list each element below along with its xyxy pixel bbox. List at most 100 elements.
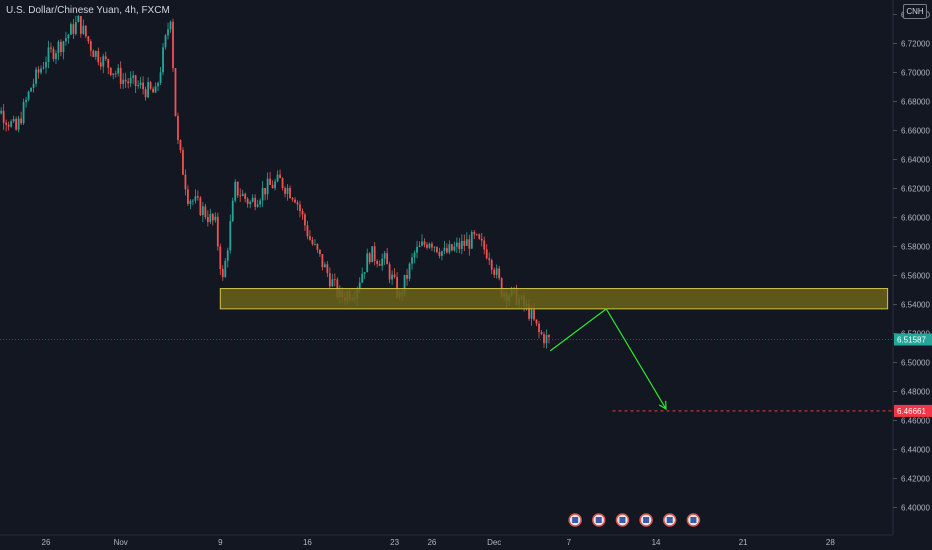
candle-body — [132, 75, 135, 78]
candle — [57, 39, 60, 61]
candle — [323, 262, 326, 268]
event-flag-icon[interactable] — [592, 513, 606, 527]
candle-body — [102, 56, 105, 67]
candle — [112, 73, 115, 80]
candle-body — [124, 79, 127, 82]
candle-body — [52, 48, 55, 60]
candle — [169, 20, 172, 33]
candle-body — [10, 121, 13, 127]
candle-body — [32, 83, 35, 88]
candle — [431, 241, 433, 251]
candle-body — [373, 246, 376, 261]
candle — [376, 259, 379, 268]
candle — [538, 321, 540, 339]
candle-body — [157, 82, 159, 87]
candle-body — [189, 200, 192, 204]
candle-body — [17, 118, 20, 130]
candle — [266, 172, 269, 200]
candle — [199, 196, 202, 217]
candle — [60, 39, 62, 57]
candle-body — [25, 99, 27, 103]
candle-body — [266, 178, 269, 195]
candle-body — [291, 198, 294, 200]
candle — [216, 212, 219, 251]
candle-body — [45, 61, 47, 68]
candle — [97, 47, 100, 66]
candle-body — [239, 195, 242, 197]
candle — [221, 265, 224, 281]
candle — [231, 197, 234, 222]
candle-body — [328, 273, 331, 287]
event-flag-icon[interactable] — [662, 513, 677, 527]
candle — [540, 329, 543, 336]
candle — [271, 180, 274, 189]
candle — [251, 194, 254, 203]
candle-body — [204, 206, 207, 218]
candle — [543, 331, 545, 348]
event-flag-body — [619, 517, 626, 523]
candle — [30, 87, 32, 92]
event-markers — [568, 513, 701, 527]
event-flag-icon[interactable] — [639, 513, 653, 527]
currency-badge[interactable]: CNH — [903, 4, 927, 19]
candle-body — [84, 25, 87, 37]
candle — [371, 246, 374, 263]
candle — [331, 273, 334, 287]
candle-body — [112, 73, 115, 75]
candle-body — [495, 268, 498, 275]
candle-body — [236, 181, 239, 196]
candle — [291, 196, 294, 202]
candle-body — [231, 200, 234, 222]
candle-body — [167, 29, 169, 36]
candle — [426, 242, 428, 250]
candle — [37, 66, 40, 79]
candle — [17, 115, 20, 133]
candle-body — [314, 244, 316, 245]
candle-body — [249, 201, 252, 204]
candle-body — [92, 50, 95, 58]
candle — [326, 261, 329, 278]
candle — [142, 76, 145, 95]
event-flag-icon[interactable] — [686, 513, 701, 527]
candle — [314, 239, 316, 246]
candle-body — [321, 254, 324, 268]
candle-body — [411, 257, 413, 264]
event-flag-body — [595, 517, 602, 523]
candle-body — [224, 260, 227, 278]
candle — [144, 86, 147, 101]
candle-body — [306, 225, 309, 237]
y-tick-label: 6.64000 — [901, 156, 930, 165]
candle-body — [254, 197, 257, 207]
candle — [147, 77, 149, 99]
candle-body — [65, 38, 67, 42]
candle — [62, 40, 65, 60]
candle-body — [368, 253, 371, 263]
candle-body — [528, 304, 530, 319]
candle-body — [5, 122, 8, 125]
event-flag-icon[interactable] — [568, 513, 582, 527]
candle-body — [294, 199, 296, 203]
candle — [109, 67, 112, 77]
candle — [418, 241, 421, 248]
candle-body — [421, 241, 423, 246]
candle — [224, 258, 227, 278]
candle — [388, 261, 391, 284]
candle-body — [423, 241, 426, 245]
candle-body — [545, 335, 548, 344]
candle-body — [488, 258, 491, 261]
candle-body — [12, 118, 15, 122]
event-flag-icon[interactable] — [615, 513, 630, 527]
candle-body — [269, 178, 271, 185]
candle-body — [535, 319, 538, 324]
candle-body — [94, 51, 97, 58]
candle — [309, 229, 311, 241]
candle — [87, 35, 90, 44]
candle-body — [30, 87, 32, 92]
candle — [229, 214, 232, 254]
event-flag-body — [643, 517, 650, 523]
candle — [35, 67, 37, 87]
candle — [433, 246, 436, 253]
candle-body — [289, 187, 291, 199]
candle — [12, 115, 15, 123]
